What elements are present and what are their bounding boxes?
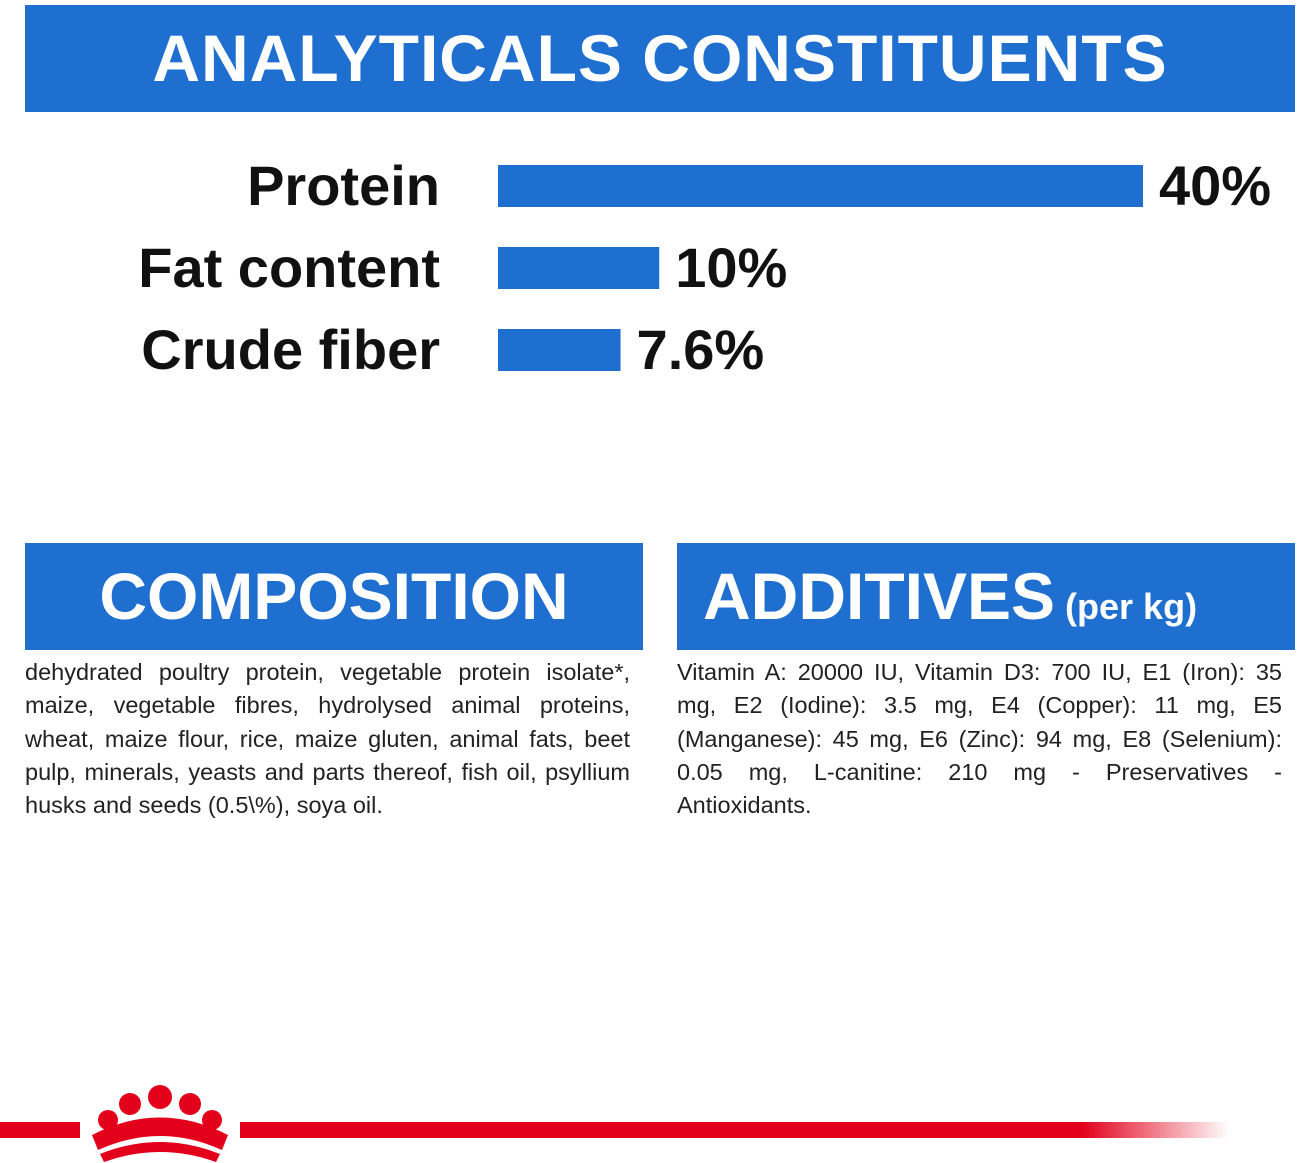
section-title: COMPOSITION [99, 559, 569, 633]
section-title: ADDITIVES [703, 559, 1056, 633]
footer-line [0, 1122, 80, 1138]
chart: Protein 40% Fat content 10% Crude fiber 7.6% [138, 154, 1271, 381]
bar [498, 165, 1143, 207]
brand-footer [0, 1085, 1230, 1162]
composition-text: dehydrated poultry protein, vegetable pr… [25, 659, 630, 819]
data-label: 40% [1159, 154, 1271, 217]
section-header: COMPOSITION [25, 543, 643, 650]
section-header: ADDITIVES (per kg) [677, 543, 1295, 650]
additives-text: Vitamin A: 20000 IU, Vitamin D3: 700 IU,… [677, 659, 1282, 819]
bar [498, 247, 660, 289]
data-label: 7.6% [637, 318, 765, 381]
section-subtitle: (per kg) [1065, 586, 1198, 627]
category-label: Crude fiber [141, 318, 440, 381]
category-label: Fat content [138, 236, 440, 299]
data-label: 10% [675, 236, 787, 299]
chart-title: ANALYTICALS CONSTITUENTS [25, 5, 1295, 112]
bar [498, 329, 621, 371]
footer-line [240, 1122, 1230, 1138]
crown-logo [92, 1085, 228, 1162]
category-label: Protein [247, 154, 440, 217]
